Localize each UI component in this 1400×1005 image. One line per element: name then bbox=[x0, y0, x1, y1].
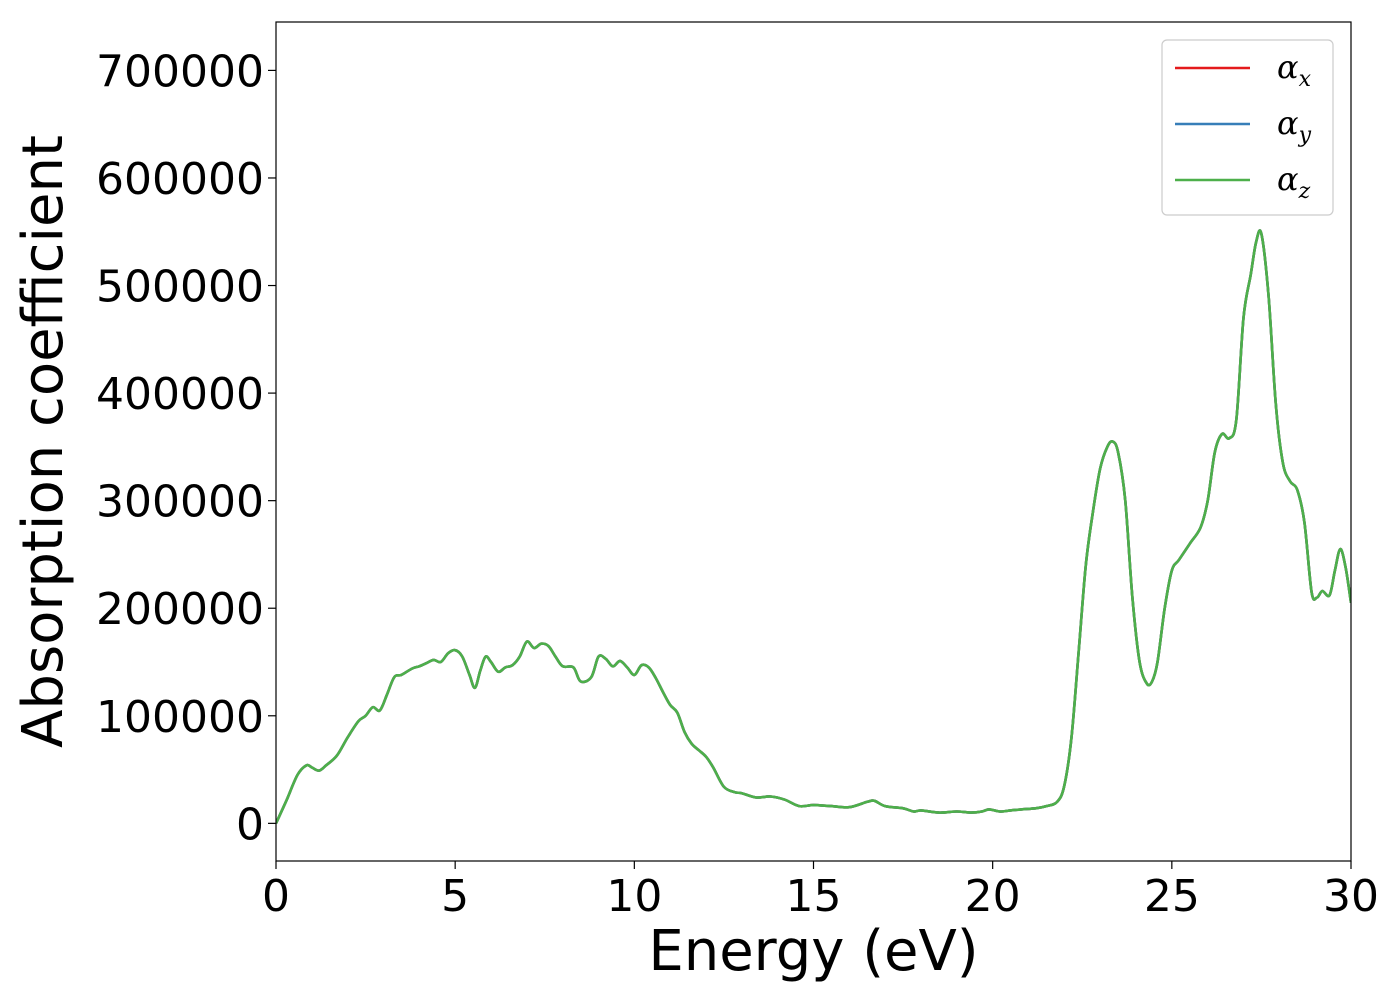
x-tick-label: 20 bbox=[965, 871, 1021, 922]
y-tick-label: 300000 bbox=[96, 477, 264, 528]
legend-label: αx bbox=[1277, 48, 1312, 92]
y-tick-label: 100000 bbox=[96, 692, 264, 743]
x-axis-label: Energy (eV) bbox=[648, 919, 978, 984]
y-tick-label: 200000 bbox=[96, 584, 264, 635]
x-tick-label: 5 bbox=[441, 871, 469, 922]
axis-ticks: 0 5 10 15 20 25 30 0 100000 200000 300000 400000 500… bbox=[96, 46, 1379, 922]
plot-area-frame bbox=[275, 21, 1352, 862]
legend-box bbox=[1161, 39, 1334, 216]
series-line-1 bbox=[276, 229, 1351, 824]
y-tick-label: 700000 bbox=[96, 46, 264, 97]
x-tick-label: 15 bbox=[786, 871, 842, 922]
x-tick-label: 10 bbox=[606, 871, 662, 922]
y-axis-label: Absorption coefficient bbox=[11, 135, 76, 748]
legend-subscript: z bbox=[1298, 179, 1311, 204]
legend-subscript: y bbox=[1298, 123, 1312, 148]
x-tick-label: 30 bbox=[1323, 871, 1379, 922]
y-tick-label: 500000 bbox=[96, 262, 264, 313]
y-tick-label: 0 bbox=[236, 799, 264, 850]
series-line-0 bbox=[276, 229, 1351, 824]
legend-subscript: x bbox=[1299, 67, 1312, 92]
y-tick-label: 400000 bbox=[96, 369, 264, 420]
plot-series bbox=[276, 229, 1351, 824]
x-tick-label: 0 bbox=[262, 871, 290, 922]
y-tick-label: 600000 bbox=[96, 154, 264, 205]
x-tick-label: 25 bbox=[1144, 871, 1200, 922]
series-line-2 bbox=[276, 229, 1351, 824]
